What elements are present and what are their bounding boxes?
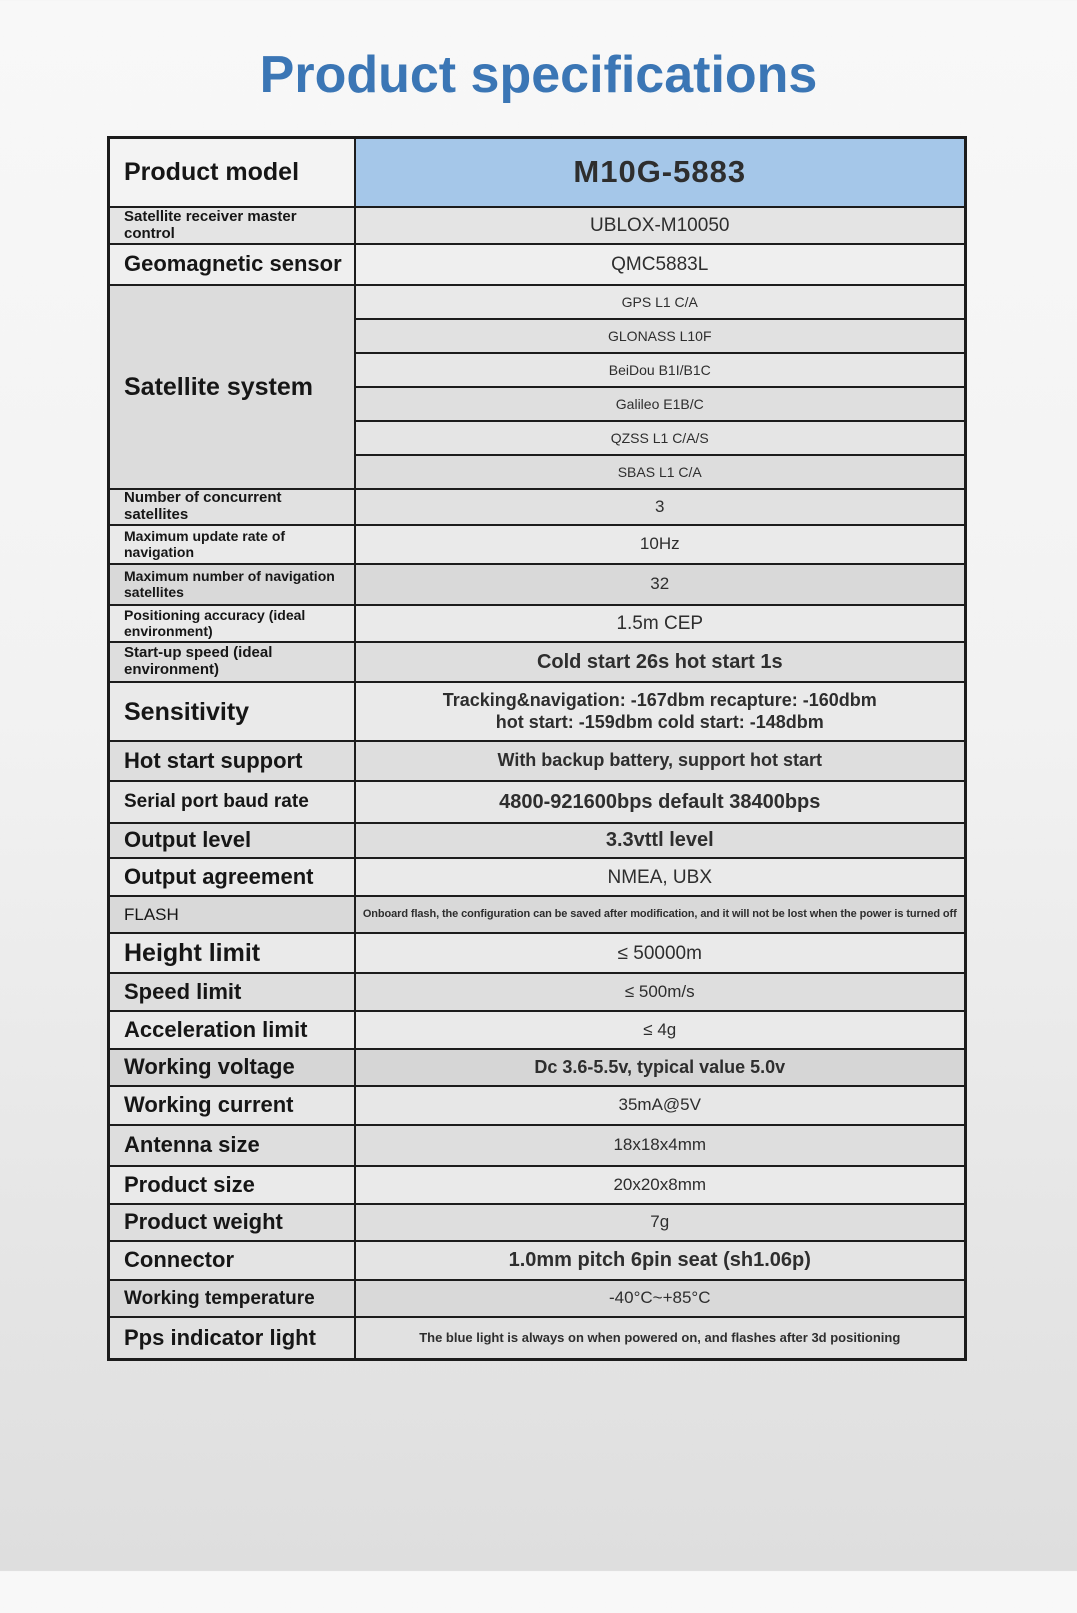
- table-row: Output agreement NMEA, UBX: [107, 857, 967, 898]
- table-row-satellite-system: SBAS L1 C/A: [109, 454, 967, 491]
- spec-value: Dc 3.6-5.5v, typical value 5.0v: [353, 1048, 967, 1088]
- table-row: Satellite receiver master control UBLOX-M…: [107, 206, 967, 246]
- spec-label: Serial port baud rate: [107, 780, 356, 825]
- spec-value: QZSS L1 C/A/S: [353, 420, 967, 457]
- table-row-satellite-system: Galileo E1B/C: [109, 386, 967, 423]
- spec-value: 1.5m CEP: [353, 604, 967, 644]
- spec-label-satellite-system: Satellite system: [107, 284, 356, 491]
- spec-label: Start-up speed (ideal environment): [107, 641, 356, 684]
- spec-label: Number of concurrent satellites: [107, 488, 356, 527]
- table-row-satellite-system: BeiDou B1I/B1C: [109, 352, 967, 389]
- spec-value: 1.0mm pitch 6pin seat (sh1.06p): [353, 1240, 967, 1282]
- table-row: Connector 1.0mm pitch 6pin seat (sh1.06p): [107, 1240, 967, 1282]
- spec-label: Connector: [107, 1240, 356, 1282]
- spec-value: 3.3vttl level: [353, 822, 967, 860]
- spec-value: 7g: [353, 1203, 967, 1243]
- spec-label: Pps indicator light: [107, 1316, 356, 1361]
- spec-label: Maximum update rate of navigation: [107, 524, 356, 566]
- spec-label: Antenna size: [107, 1124, 356, 1168]
- table-row: Working current 35mA@5V: [107, 1085, 967, 1127]
- spec-label: Satellite receiver master control: [107, 206, 356, 246]
- table-row: Antenna size 18x18x4mm: [107, 1124, 967, 1168]
- spec-label: Product size: [107, 1165, 356, 1206]
- table-row: Positioning accuracy (ideal environment)…: [107, 604, 967, 644]
- spec-label: Working temperature: [107, 1279, 356, 1319]
- spec-value: Cold start 26s hot start 1s: [353, 641, 967, 684]
- spec-value: 35mA@5V: [353, 1085, 967, 1127]
- spec-value: ≤ 50000m: [353, 932, 967, 975]
- spec-label: Geomagnetic sensor: [107, 243, 356, 287]
- table-row: Sensitivity Tracking&navigation: -167dbm …: [107, 681, 967, 743]
- table-row: Serial port baud rate 4800-921600bps defa…: [107, 780, 967, 825]
- spec-value: QMC5883L: [353, 243, 967, 287]
- table-row: Output level 3.3vttl level: [107, 822, 967, 860]
- spec-label: Product model: [107, 136, 356, 209]
- spec-table: Product model M10G-5883 Satellite receiver…: [107, 135, 967, 1361]
- spec-label: Product weight: [107, 1203, 356, 1243]
- table-row: Hot start support With backup battery, su…: [107, 740, 967, 783]
- table-row: Geomagnetic sensor QMC5883L: [107, 243, 967, 287]
- page-title: Product specifications: [259, 46, 818, 104]
- table-row: Acceleration limit ≤ 4g: [107, 1010, 967, 1051]
- page-background: { "page": { "title": "Product specificat…: [0, 42, 1077, 1613]
- spec-value: With backup battery, support hot start: [353, 740, 967, 783]
- table-row: Maximum update rate of navigation 10Hz: [107, 524, 967, 566]
- spec-label: Hot start support: [107, 740, 356, 783]
- spec-label: Acceleration limit: [107, 1010, 356, 1051]
- spec-label: Maximum number of navigation satellites: [107, 563, 356, 607]
- spec-value: 4800-921600bps default 38400bps: [353, 780, 967, 825]
- product-model-value: M10G-5883: [353, 136, 967, 209]
- spec-label: Working current: [107, 1085, 356, 1127]
- spec-value: 10Hz: [353, 524, 967, 566]
- spec-value: 3: [353, 488, 967, 527]
- table-row: Working voltage Dc 3.6-5.5v, typical valu…: [107, 1048, 967, 1088]
- table-row: Height limit ≤ 50000m: [107, 932, 967, 975]
- spec-value: 32: [353, 563, 967, 607]
- table-row: Number of concurrent satellites 3: [107, 488, 967, 527]
- table-row: Start-up speed (ideal environment) Cold s…: [107, 641, 967, 684]
- spec-value: ≤ 500m/s: [353, 972, 967, 1013]
- table-row: Product size 20x20x8mm: [107, 1165, 967, 1206]
- table-row: Pps indicator light The blue light is alw…: [107, 1316, 967, 1361]
- spec-value: Onboard flash, the configuration can be …: [353, 895, 967, 935]
- spec-label: Sensitivity: [107, 681, 356, 743]
- spec-value: ≤ 4g: [353, 1010, 967, 1051]
- spec-value: UBLOX-M10050: [353, 206, 967, 246]
- table-row-satellite-system: GLONASS L10F: [109, 318, 967, 355]
- spec-value: 18x18x4mm: [353, 1124, 967, 1168]
- spec-value: -40°C~+85°C: [353, 1279, 967, 1319]
- spec-label: Speed limit: [107, 972, 356, 1013]
- spec-label: Working voltage: [107, 1048, 356, 1088]
- spec-label: FLASH: [107, 895, 356, 935]
- table-row: Product weight 7g: [107, 1203, 967, 1243]
- spec-value: The blue light is always on when powered…: [353, 1316, 967, 1361]
- spec-value: Galileo E1B/C: [353, 386, 967, 423]
- table-row: Maximum number of navigation satellites 3…: [107, 563, 967, 607]
- spec-value: SBAS L1 C/A: [353, 454, 967, 491]
- spec-label: Height limit: [107, 932, 356, 975]
- table-row-satellite-system: QZSS L1 C/A/S: [109, 420, 967, 457]
- spec-value: Tracking&navigation: -167dbm recapture: …: [353, 681, 967, 743]
- spec-table-body: Product model M10G-5883 Satellite receiver…: [107, 136, 967, 1361]
- table-row-satellite-system: Satellite system GPS L1 C/A: [107, 284, 967, 491]
- spec-label: Output agreement: [107, 857, 356, 898]
- spec-value: 20x20x8mm: [353, 1165, 967, 1206]
- spec-value: NMEA, UBX: [353, 857, 967, 898]
- spec-value: GLONASS L10F: [353, 318, 967, 355]
- table-row: Working temperature -40°C~+85°C: [107, 1279, 967, 1319]
- spec-value: GPS L1 C/A: [353, 284, 967, 321]
- table-row: FLASH Onboard flash, the configuration ca…: [107, 895, 967, 935]
- table-row-product-model: Product model M10G-5883: [107, 136, 967, 209]
- spec-value: BeiDou B1I/B1C: [353, 352, 967, 389]
- spec-label: Positioning accuracy (ideal environment): [107, 604, 356, 644]
- spec-label: Output level: [107, 822, 356, 860]
- table-row: Speed limit ≤ 500m/s: [107, 972, 967, 1013]
